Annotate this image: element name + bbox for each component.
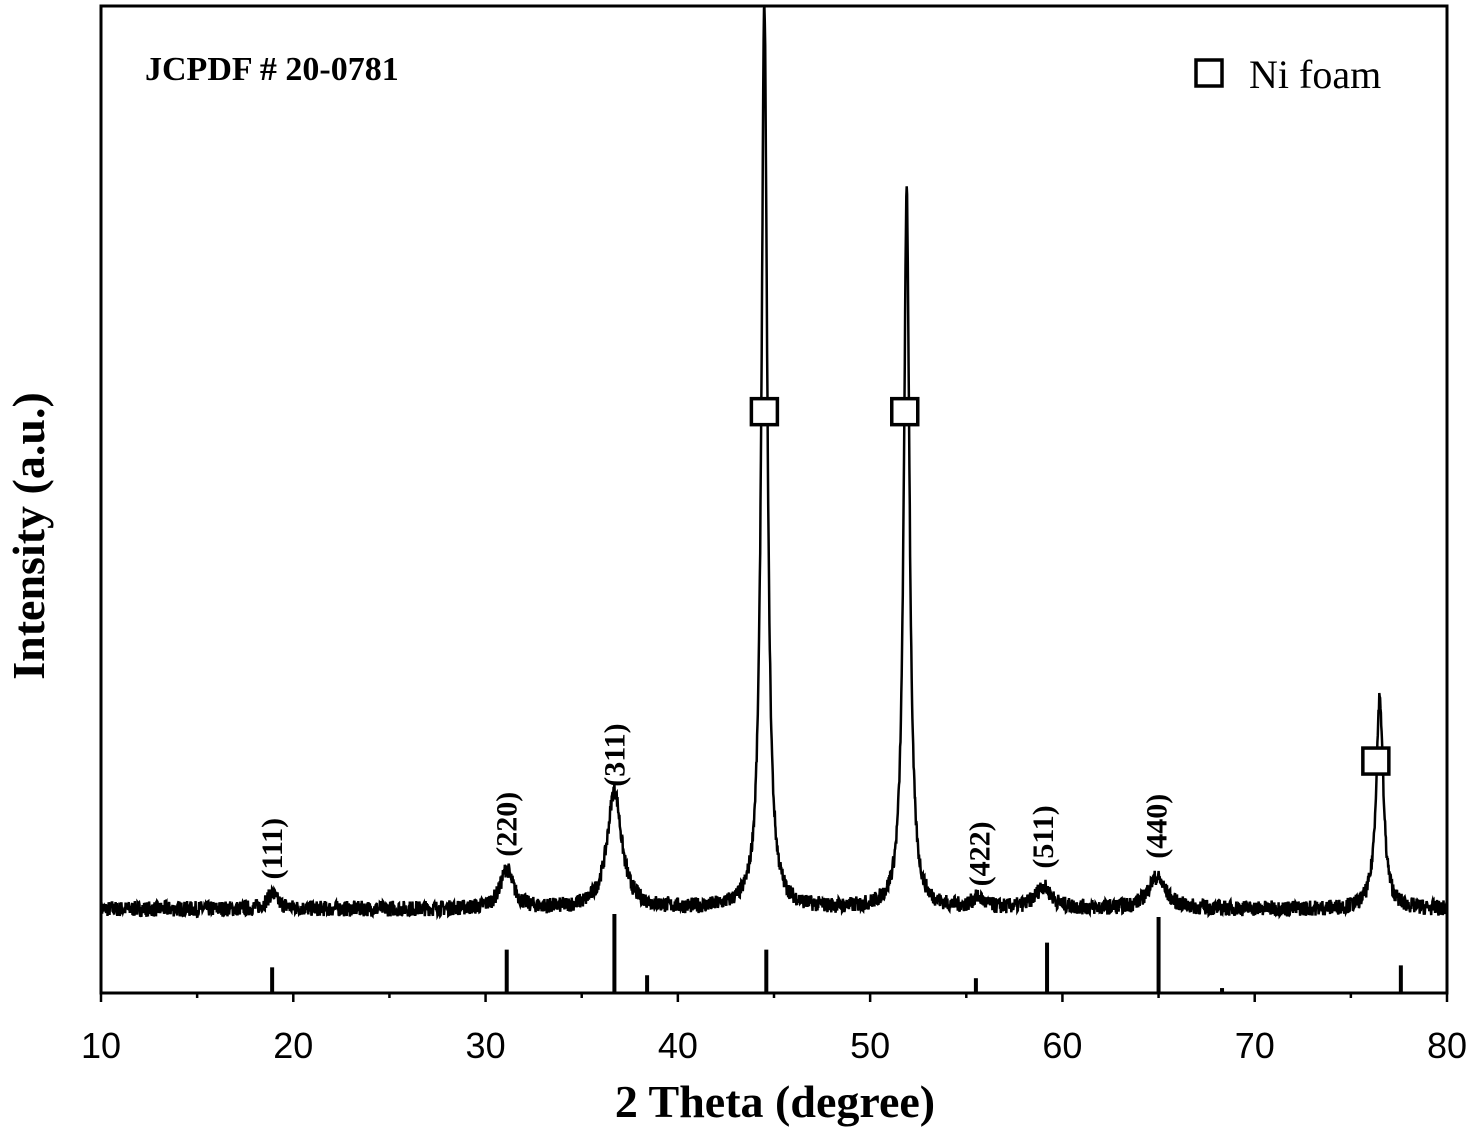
x-tick-label: 20 <box>273 1025 313 1066</box>
peak-labels: (111) (220) (311) (422) (511) (440) <box>256 723 1174 886</box>
x-tick-label: 70 <box>1235 1025 1275 1066</box>
x-tick-labels: 10 20 30 40 50 60 70 80 <box>81 1025 1467 1066</box>
plot-frame <box>99 4 1449 995</box>
jcpdf-annotation: JCPDF # 20-0781 <box>145 51 399 88</box>
xrd-pattern-line <box>99 6 1449 921</box>
peak-label: (511) <box>1027 805 1060 868</box>
ni-foam-marker <box>749 396 780 427</box>
legend-square-marker-icon <box>1194 58 1224 88</box>
ni-foam-marker <box>1361 746 1391 776</box>
peak-label: (311) <box>598 723 631 786</box>
peak-label: (220) <box>491 792 524 857</box>
x-tick-label: 10 <box>81 1025 121 1066</box>
peak-label: (440) <box>1141 794 1174 859</box>
ni-foam-marker <box>890 396 920 427</box>
peak-label: (422) <box>964 821 997 886</box>
x-axis-title: 2 Theta (degree) <box>615 1076 935 1127</box>
ni-foam-markers <box>749 396 1391 776</box>
y-axis-title: Intensity (a.u.) <box>3 392 54 680</box>
x-tick-label: 40 <box>658 1025 698 1066</box>
x-tick-label: 30 <box>466 1025 506 1066</box>
legend: Ni foam <box>1194 52 1381 97</box>
peak-label: (111) <box>256 818 289 880</box>
x-tick-label: 80 <box>1427 1025 1467 1066</box>
reference-lines <box>270 914 1403 993</box>
x-tick-label: 60 <box>1042 1025 1082 1066</box>
legend-label: Ni foam <box>1249 52 1381 97</box>
x-tick-label: 50 <box>850 1025 890 1066</box>
x-ticks <box>99 993 1449 1002</box>
